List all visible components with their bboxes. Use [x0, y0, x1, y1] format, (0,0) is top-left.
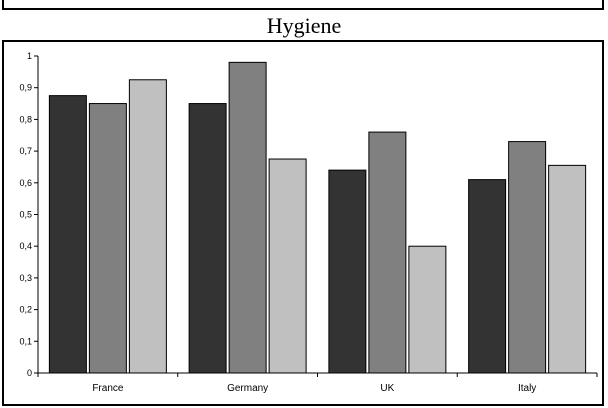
bars: [48, 61, 587, 374]
bar: [48, 95, 87, 374]
bar: [88, 103, 127, 374]
y-tick-label: 0,5: [19, 210, 32, 220]
x-tick-label: UK: [380, 383, 394, 394]
x-tick-label: Italy: [518, 383, 536, 394]
bar: [368, 131, 407, 374]
x-tick-label: France: [92, 383, 124, 394]
y-tick-label: 0,6: [19, 178, 32, 188]
y-tick-label: 0,1: [19, 336, 32, 346]
bar: [548, 164, 587, 374]
y-tick-label: 0,4: [19, 241, 32, 251]
bar: [508, 141, 547, 374]
top-frame: [2, 0, 604, 10]
bar: [268, 158, 307, 374]
y-tick-label: 0: [27, 368, 32, 378]
y-tick-label: 0,7: [19, 146, 32, 156]
y-tick-label: 0,8: [19, 114, 32, 124]
chart-title: Hygiene: [266, 13, 342, 38]
x-tick-label: Germany: [227, 383, 268, 394]
y-tick-label: 0,3: [19, 273, 32, 283]
bar: [328, 169, 367, 374]
bar: [228, 61, 267, 374]
y-tick-label: 0,2: [19, 305, 32, 315]
bar: [128, 79, 167, 374]
labels: 0 0,1 0,2 0,3 0,4 0,5 0,6 0,7 0,8 0,9 1 France Germa…: [19, 51, 536, 394]
bar: [188, 103, 227, 374]
bar: [408, 245, 447, 374]
y-tick-label: 0,9: [19, 83, 32, 93]
y-tick-label: 1: [27, 51, 32, 61]
bar: [468, 179, 507, 374]
chart-frame: [2, 40, 604, 406]
